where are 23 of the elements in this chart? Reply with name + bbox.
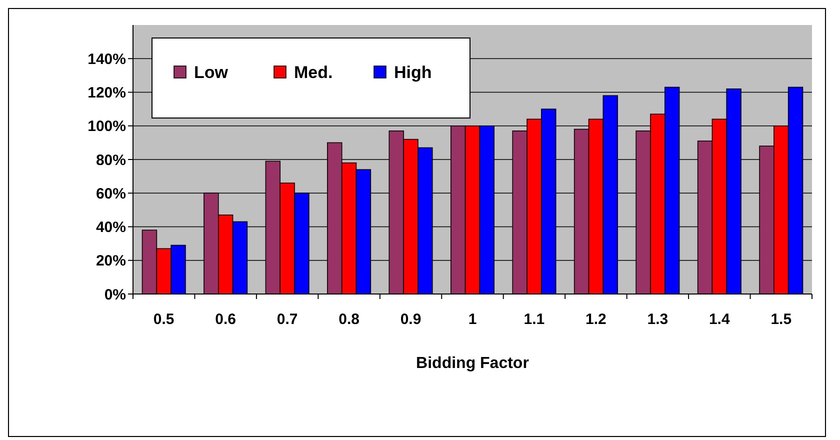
- x-tick-label: 0.7: [276, 311, 298, 328]
- y-tick-label: 140%: [88, 50, 126, 68]
- y-tick-label: 60%: [96, 185, 126, 202]
- x-tick-label: 1.1: [524, 311, 545, 328]
- x-tick-label: 0.5: [153, 311, 174, 328]
- x-tick-label: 1: [468, 311, 477, 328]
- y-tick-label: 20%: [96, 252, 126, 270]
- x-tick-label: 1.4: [708, 311, 730, 328]
- x-tick-label: 0.8: [338, 311, 360, 328]
- legend-label: High: [394, 62, 432, 82]
- y-tick-label: 0%: [104, 286, 126, 304]
- x-tick-label: 1.3: [647, 311, 668, 328]
- y-tick-label: 100%: [88, 118, 126, 136]
- legend-label: Med.: [294, 62, 333, 82]
- x-tick-label: 0.9: [400, 311, 422, 328]
- y-tick-label: 80%: [96, 152, 126, 169]
- y-tick-label: 40%: [96, 219, 126, 236]
- x-tick-label: 1.2: [586, 311, 606, 328]
- y-tick-label: 120%: [88, 84, 126, 102]
- legend-label: Low: [194, 62, 229, 82]
- x-tick-label: 0.6: [215, 311, 236, 328]
- x-axis-title: Bidding Factor: [416, 355, 529, 372]
- x-tick-label: 1.5: [770, 311, 792, 328]
